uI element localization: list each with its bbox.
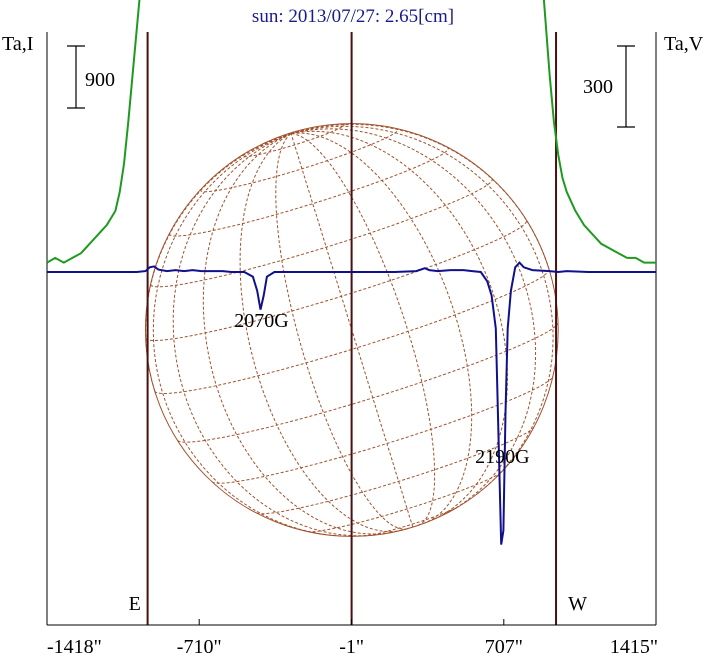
longitude-line <box>145 133 292 392</box>
scale-bars <box>67 45 635 128</box>
longitude-line <box>172 133 377 537</box>
longitude-line <box>290 133 414 528</box>
solar-grid <box>144 123 559 537</box>
longitude-line <box>290 128 537 514</box>
vertical-lines <box>146 32 558 625</box>
longitude-line <box>239 133 403 533</box>
limb-label: W <box>568 593 587 615</box>
right-axis-label: Ta,V <box>664 33 704 55</box>
longitude-line <box>290 123 550 270</box>
latitude-line <box>169 147 449 237</box>
x-tick-label: 1415" <box>610 636 658 658</box>
longitude-line <box>290 125 554 495</box>
longitude-line <box>152 133 341 537</box>
left-axis-label: Ta,I <box>2 33 33 55</box>
latitude-line <box>256 426 535 515</box>
longitude-line <box>291 133 436 526</box>
latitude-line <box>307 470 503 533</box>
right-scale-label: 300 <box>583 76 613 98</box>
series-group <box>46 0 656 545</box>
longitude-line <box>275 133 408 530</box>
longitude-line <box>291 132 473 525</box>
latitude-line <box>145 220 528 341</box>
limb-label: E <box>129 593 141 615</box>
longitude-line <box>291 130 508 520</box>
x-tick-labels: -1418" -710" -1" 707" 1415" <box>46 619 658 658</box>
series-line-1 <box>46 0 656 264</box>
latitude-line <box>200 128 399 193</box>
x-tick-label: -1418" <box>47 636 102 658</box>
x-tick-label: -710" <box>177 636 222 658</box>
chart-title: sun: 2013/07/27: 2.65[cm] <box>252 6 454 27</box>
annotations: 2070G 2190G <box>234 310 529 468</box>
left-scale-label: 900 <box>85 69 115 91</box>
latitude-line <box>241 123 345 158</box>
series-line-2 <box>47 261 656 545</box>
annotation-label: 2190G <box>475 446 529 468</box>
x-tick-label: 707" <box>485 636 523 658</box>
x-tick-label: -1" <box>339 636 364 658</box>
longitude-line <box>202 133 391 535</box>
annotation-label: 2070G <box>234 310 288 332</box>
